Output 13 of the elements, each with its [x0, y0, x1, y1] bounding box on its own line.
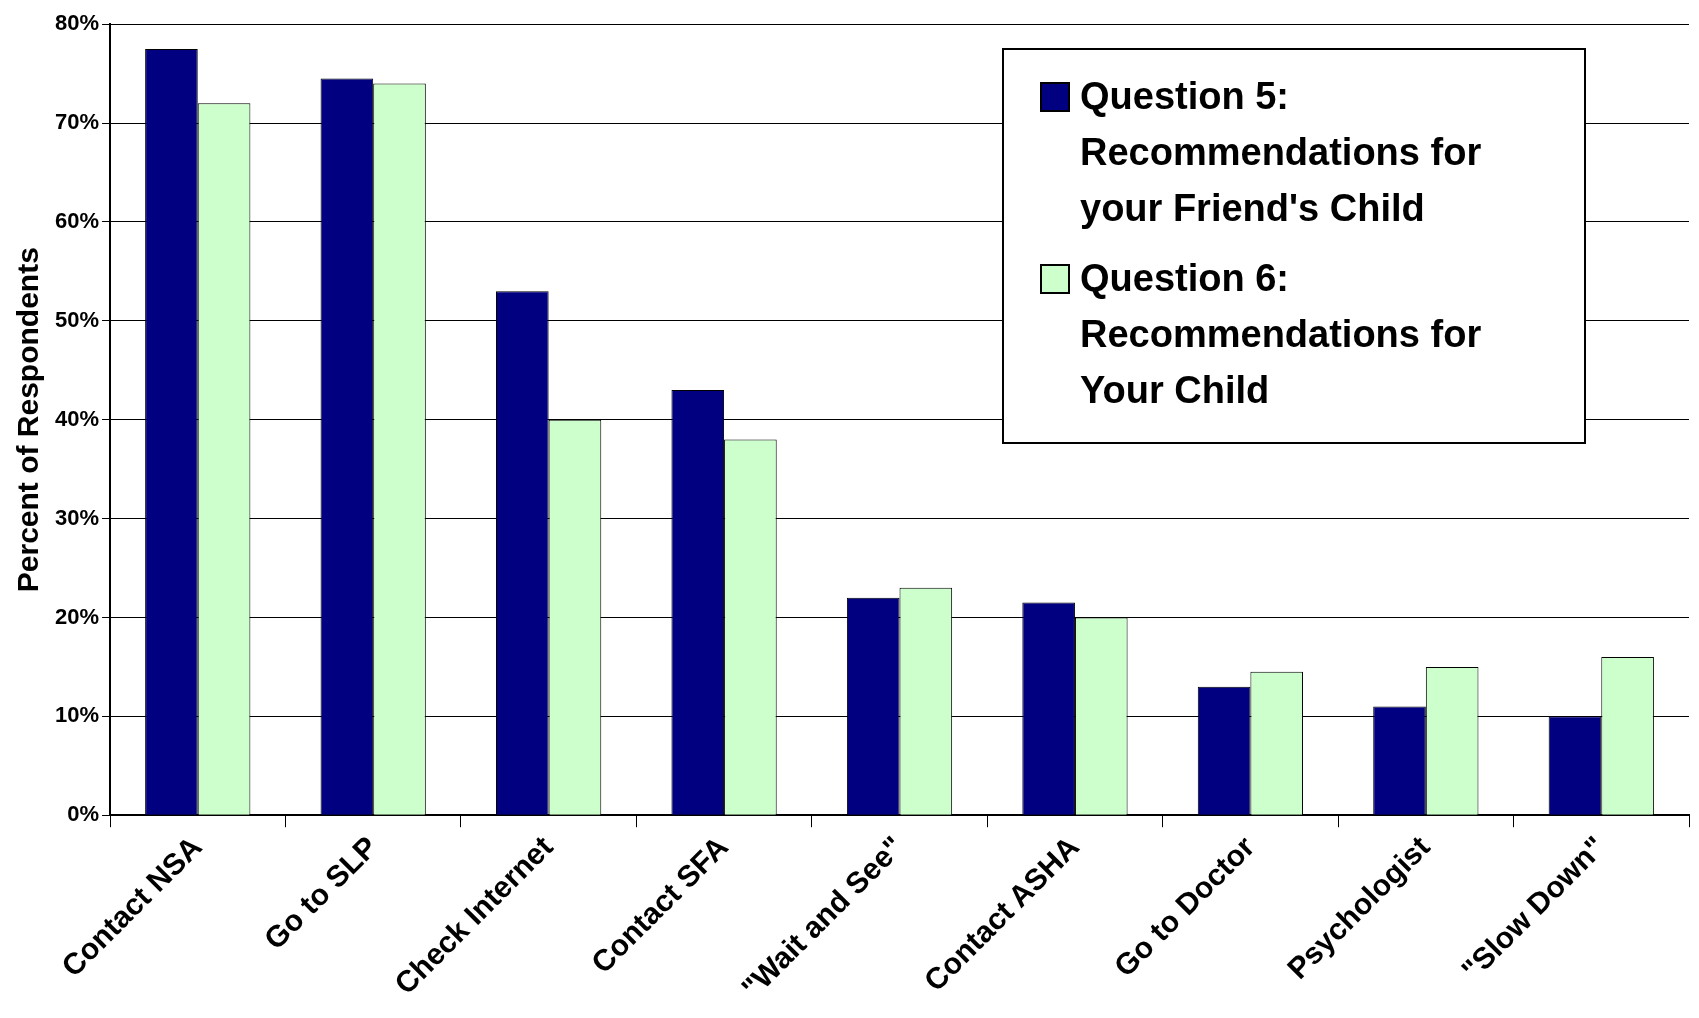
y-tick-label: 50% [54, 306, 100, 332]
y-axis-title: Percent of Respondents [11, 247, 45, 593]
y-tick-label: 40% [54, 405, 100, 431]
y-tick-label: 70% [54, 109, 100, 135]
y-tick-label: 20% [54, 603, 100, 629]
legend-label: Question 6: Recommendations for Your Child [1080, 256, 1483, 413]
legend-label: Question 5: Recommendations for your Friend's Child [1080, 74, 1483, 231]
x-tick-label: Go to SLP [257, 829, 384, 956]
y-tick-label: 0% [67, 801, 100, 827]
y-tick-label: 10% [54, 702, 100, 728]
y-tick-label: 30% [54, 504, 100, 530]
y-tick-label: 80% [54, 10, 100, 36]
y-tick-label: 60% [54, 208, 100, 234]
